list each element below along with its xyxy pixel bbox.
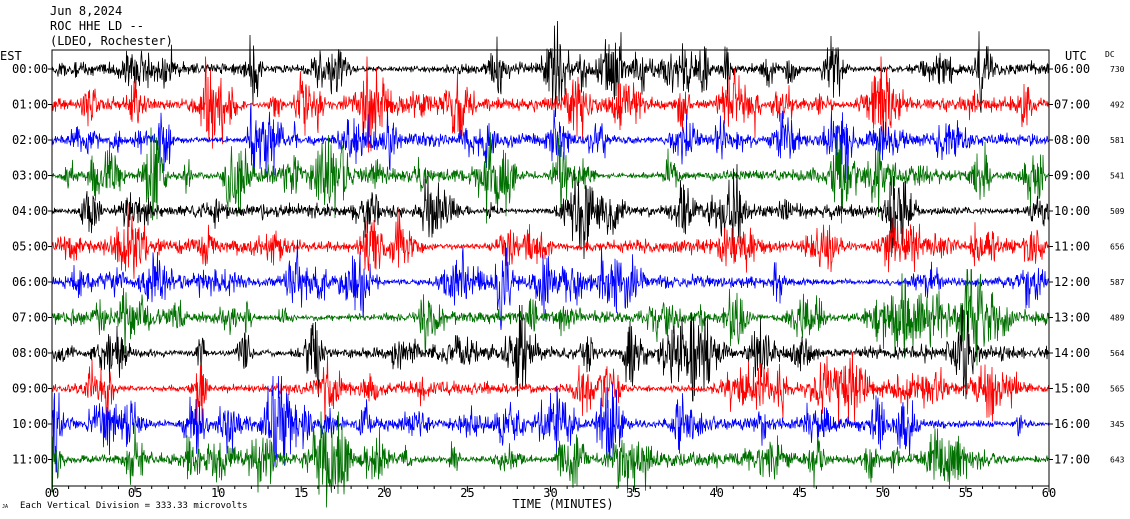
trace-0600 [51,239,1050,331]
dc-value: 587 [1110,278,1125,287]
dc-value: 564 [1110,349,1125,358]
x-tick-label: 50 [876,486,890,500]
utc-time-label: 13:00 [1054,311,1090,325]
trace-0200 [51,103,1050,184]
est-time-label: 06:00 [12,275,48,289]
x-tick-label: 25 [460,486,474,500]
station-network: (LDEO, Rochester) [50,34,173,48]
utc-time-label: 14:00 [1054,346,1090,360]
est-time-label: 08:00 [12,346,48,360]
est-label: EST [0,49,22,63]
footer-mark: JA [2,504,8,510]
trace-0100 [51,56,1050,153]
utc-time-label: 07:00 [1054,98,1090,112]
est-time-label: 05:00 [12,240,48,254]
dc-value: 643 [1110,456,1125,465]
x-tick-label: 05 [128,486,142,500]
x-tick-label: 15 [294,486,308,500]
utc-label: UTC [1065,49,1087,63]
x-tick-label: 10 [211,486,225,500]
utc-time-label: 17:00 [1054,453,1090,467]
utc-time-label: 09:00 [1054,169,1090,183]
utc-time-label: 06:00 [1054,62,1090,76]
x-axis-title: TIME (MINUTES) [512,497,613,511]
dc-value: 565 [1110,385,1125,394]
est-time-label: 00:00 [12,62,48,76]
x-tick-label: 00 [45,486,59,500]
x-tick-label: 60 [1042,486,1056,500]
est-time-label: 09:00 [12,382,48,396]
dc-value: 345 [1110,420,1125,429]
trace-0000 [51,20,1050,118]
est-time-label: 04:00 [12,204,48,218]
dc-value: 656 [1110,243,1125,252]
dc-value: 730 [1110,65,1125,74]
x-tick-label: 45 [793,486,807,500]
dc-value: 541 [1110,172,1125,181]
utc-time-label: 11:00 [1054,240,1090,254]
x-tick-label: 55 [959,486,973,500]
trace-0300 [51,127,1050,224]
x-tick-label: 20 [377,486,391,500]
trace-1100 [51,411,1050,508]
est-time-label: 11:00 [12,453,48,467]
x-tick-label: 35 [626,486,640,500]
chart-date: Jun 8,2024 [50,4,123,18]
dc-value: 581 [1110,136,1125,145]
trace-0800 [51,304,1050,402]
utc-time-label: 08:00 [1054,133,1090,147]
trace-1000 [51,375,1050,473]
trace-0500 [51,203,1050,279]
dc-value: 492 [1110,101,1125,110]
utc-time-label: 12:00 [1054,275,1090,289]
station-code: ROC HHE LD -- [50,19,144,33]
trace-0400 [51,164,1050,260]
est-time-label: 02:00 [12,133,48,147]
utc-time-label: 10:00 [1054,204,1090,218]
est-time-label: 03:00 [12,169,48,183]
est-time-label: 01:00 [12,98,48,112]
dc-value: 489 [1110,314,1125,323]
x-tick-label: 30 [543,486,557,500]
dc-value: 509 [1110,207,1125,216]
trace-0700 [51,269,1050,366]
x-tick-label: 40 [709,486,723,500]
est-time-label: 10:00 [12,417,48,431]
utc-time-label: 15:00 [1054,382,1090,396]
vertical-division-note: Each Vertical Division = 333.33 microvol… [20,501,248,511]
trace-0900 [51,346,1050,428]
utc-time-label: 16:00 [1054,417,1090,431]
est-time-label: 07:00 [12,311,48,325]
dc-label: DC [1105,50,1115,59]
